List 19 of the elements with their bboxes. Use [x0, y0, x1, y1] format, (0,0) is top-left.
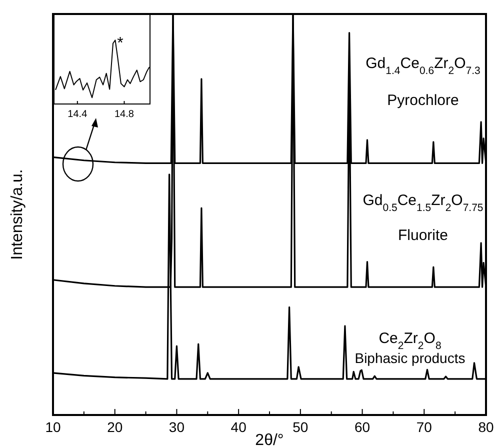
series-label: Gd$_{1.4}$Ce$_{0.6}$Zr$_{2}$O$_{7.3}$ [366, 55, 481, 77]
x-tick-label: 10 [45, 419, 61, 435]
x-tick-label: 70 [416, 419, 432, 435]
x-tick-label: 60 [354, 419, 370, 435]
x-tick-label: 50 [292, 419, 308, 435]
y-axis-title: Intensity/a.u. [9, 169, 26, 260]
annotation: Pyrochlore [387, 92, 459, 109]
series-label: Gd$_{0.5}$Ce$_{1.5}$Zr$_{2}$O$_{7.75}$ [362, 192, 484, 214]
x-tick-label: 14.4 [68, 109, 88, 120]
annotation: * [117, 35, 124, 52]
x-tick-label: 80 [478, 419, 494, 435]
x-axis-title: 2θ/° [255, 432, 284, 448]
x-tick-label: 20 [107, 419, 123, 435]
series-label: Ce$_{2}$Zr$_{2}$O$_{8}$ [378, 330, 442, 352]
annotation: Biphasic products [354, 350, 466, 366]
x-tick-label: 30 [168, 419, 185, 435]
x-tick-label: 14.8 [114, 109, 134, 120]
x-tick-label: 40 [230, 419, 247, 435]
annotation: Fluorite [398, 227, 448, 244]
